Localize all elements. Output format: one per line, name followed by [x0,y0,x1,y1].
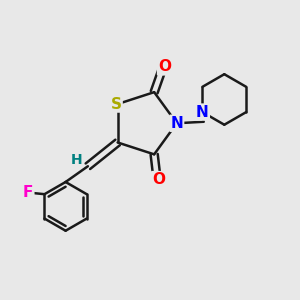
Text: H: H [71,153,82,167]
Text: O: O [158,59,171,74]
Text: S: S [111,97,122,112]
Text: O: O [152,172,165,187]
Text: N: N [196,105,209,120]
Text: F: F [23,185,33,200]
Text: N: N [170,116,183,131]
